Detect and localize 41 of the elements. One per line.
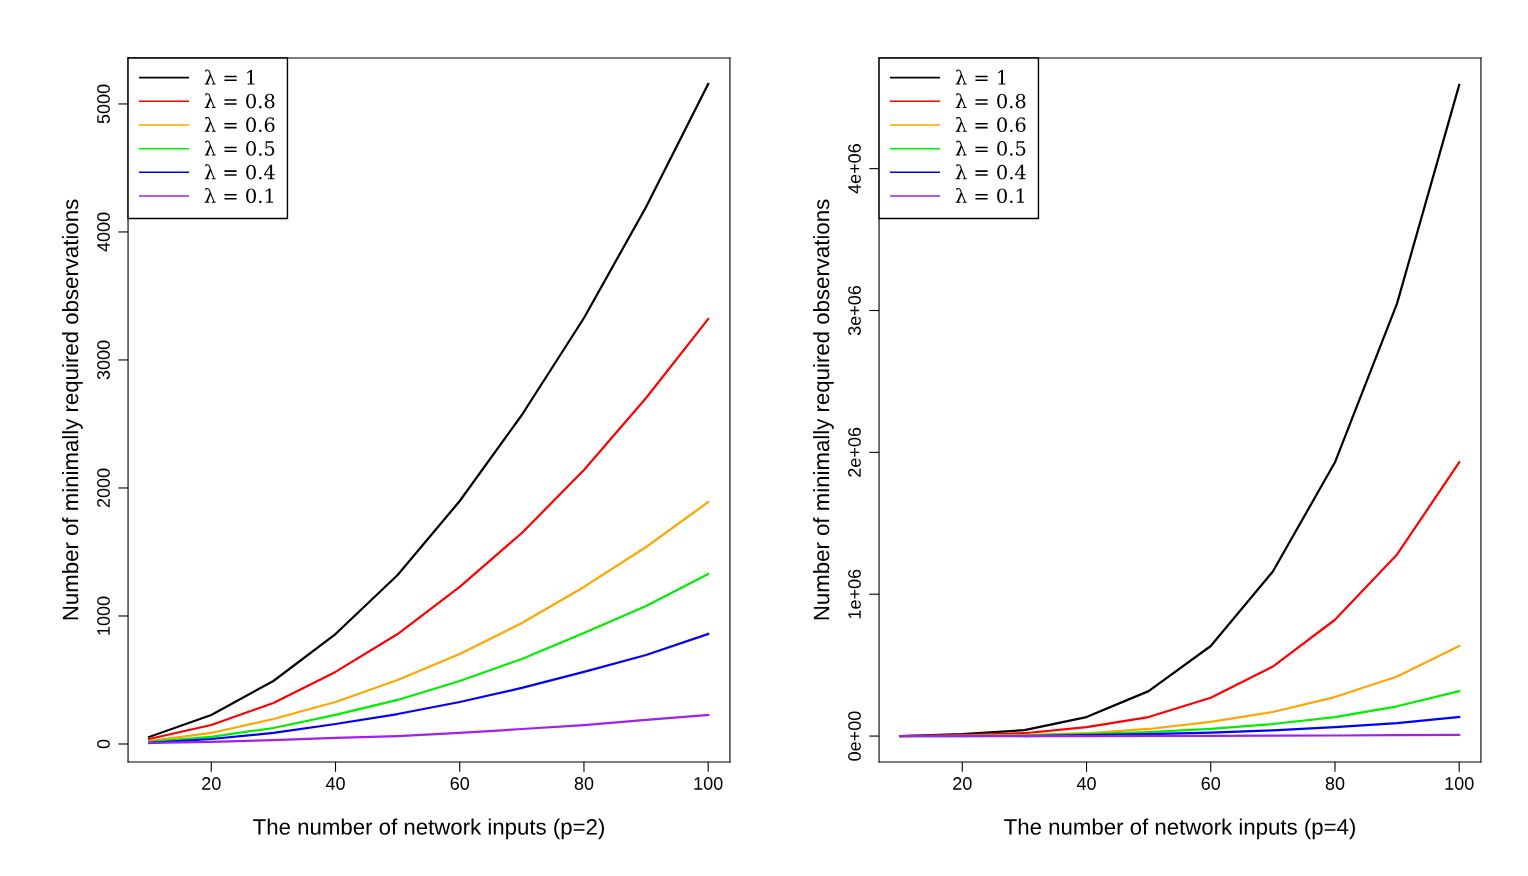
- x-tick-label: 20: [953, 777, 972, 790]
- x-tick-label: 40: [1076, 777, 1096, 790]
- line-series: [148, 713, 710, 745]
- x-tick-label: 100: [694, 777, 723, 790]
- legend-label: λ = 0.8: [955, 93, 1026, 109]
- y-tick-label: 1e+06: [848, 569, 861, 619]
- legend-label: λ = 0.6: [204, 116, 275, 133]
- legend-label: λ = 0.5: [204, 140, 275, 156]
- x-tick-label: 100: [1445, 777, 1474, 790]
- line-series: [148, 500, 710, 743]
- line-series: [148, 317, 710, 741]
- y-tick-label: 2e+06: [848, 427, 861, 477]
- y-tick-label: 3e+06: [848, 285, 861, 336]
- legend-label: λ = 0.1: [204, 187, 274, 204]
- x-tick-label: 60: [1201, 777, 1221, 790]
- x-tick-label: 20: [202, 777, 221, 790]
- y-axis-title: Number of minimally required observations: [62, 199, 83, 620]
- legend-label: λ = 1: [955, 69, 1006, 85]
- y-tick-label: 5000: [97, 84, 110, 124]
- legend-label: λ = 0.4: [204, 164, 275, 180]
- x-tick-label: 80: [1325, 777, 1345, 790]
- y-tick-label: 3000: [97, 340, 110, 380]
- x-axis-title: The number of network inputs (p=4): [1004, 818, 1355, 840]
- y-axis-title: Number of minimally required observations: [813, 199, 834, 620]
- y-tick-label: 4e+06: [848, 144, 861, 194]
- x-tick-label: 60: [450, 777, 470, 790]
- legend-label: λ = 0.4: [955, 164, 1026, 180]
- legend-label: λ = 0.5: [955, 140, 1026, 156]
- x-tick-label: 40: [325, 777, 345, 790]
- y-tick-label: 4000: [97, 212, 110, 252]
- legend-label: λ = 0.8: [204, 93, 275, 109]
- line-series: [148, 572, 710, 744]
- y-tick-label: 1000: [97, 596, 110, 635]
- legend-label: λ = 1: [204, 69, 255, 85]
- y-tick-label: 0: [97, 739, 110, 749]
- x-axis-title: The number of network inputs (p=2): [253, 818, 604, 840]
- x-tick-label: 80: [574, 777, 594, 790]
- y-tick-label: 0e+00: [848, 711, 861, 761]
- y-tick-label: 2000: [97, 468, 110, 508]
- legend-label: λ = 0.1: [955, 187, 1025, 204]
- legend-label: λ = 0.6: [955, 116, 1026, 133]
